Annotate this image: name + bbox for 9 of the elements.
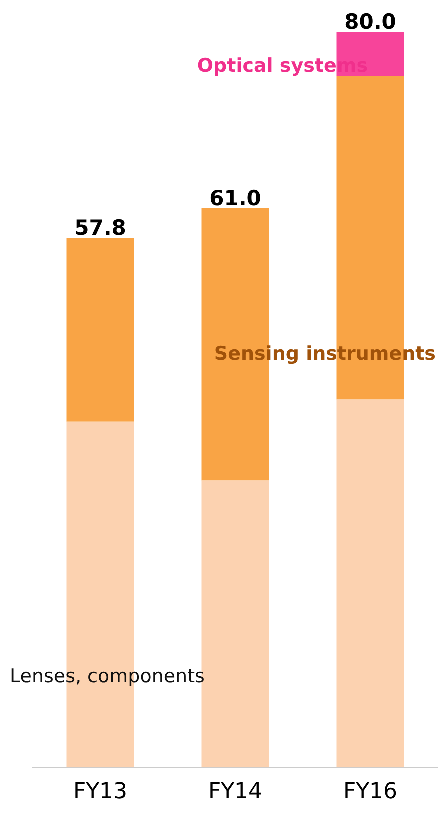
bar <box>66 238 134 422</box>
x-tick-label: FY14 <box>208 780 263 805</box>
annotation: 61.0 <box>210 186 262 211</box>
x-tick-label: FY16 <box>343 780 398 805</box>
x-tick-label: FY13 <box>73 780 128 805</box>
series-label: Lenses, components <box>10 666 205 688</box>
bar <box>336 400 404 768</box>
annotation: 57.8 <box>74 216 126 240</box>
annotation: 80.0 <box>344 10 396 34</box>
